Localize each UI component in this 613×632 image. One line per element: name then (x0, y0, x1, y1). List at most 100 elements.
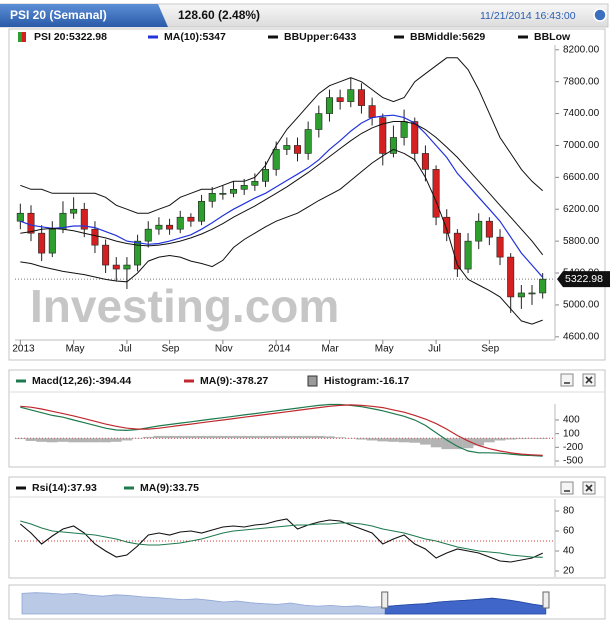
legend-marker (394, 36, 404, 39)
histogram-bar (271, 436, 282, 438)
y-tick-label: 7000.00 (563, 140, 600, 151)
candle-body (529, 293, 535, 294)
legend-marker (22, 32, 26, 42)
legend-marker (518, 36, 528, 39)
y-tick-label: 20 (563, 566, 575, 577)
histogram-bar (58, 438, 69, 442)
candle-body (507, 257, 513, 297)
histogram-bar (47, 438, 58, 442)
candle-body (369, 106, 375, 118)
histogram-bar (356, 438, 367, 439)
candle-body (465, 241, 471, 269)
candle-body (412, 122, 418, 154)
histogram-bar (420, 438, 431, 444)
histogram-bar (164, 436, 175, 438)
histogram-bar (26, 438, 37, 441)
histogram-bar (377, 438, 388, 441)
candle-body (518, 293, 524, 297)
candle-body (70, 209, 76, 213)
histogram-bar (207, 436, 218, 438)
y-tick-label: 100 (563, 428, 580, 439)
x-tick-label: Sep (162, 344, 180, 355)
candle-body (273, 149, 279, 169)
candle-body (38, 233, 44, 253)
histogram-bar (186, 436, 197, 438)
candle-body (198, 201, 204, 221)
histogram-bar (463, 438, 474, 448)
candle-body (102, 245, 108, 265)
legend-marker (308, 376, 317, 386)
candle-body (17, 213, 23, 221)
minimize-button[interactable] (561, 374, 573, 386)
candle-body (230, 189, 236, 193)
y-tick-label: 5800.00 (563, 236, 600, 247)
histogram-bar (484, 438, 495, 442)
candle-body (294, 145, 300, 153)
legend-label: Rsi(14):37.93 (32, 482, 97, 494)
legend-marker (16, 487, 26, 490)
histogram-bar (175, 436, 186, 438)
minimize-button[interactable] (561, 482, 573, 494)
candle-body (358, 90, 364, 106)
histogram-bar (505, 438, 516, 439)
legend-marker (184, 380, 194, 383)
candle-body (241, 185, 247, 189)
histogram-bar (90, 438, 101, 442)
y-tick-label: 60 (563, 526, 575, 537)
rsi-panel (9, 477, 605, 578)
x-tick-label: Jul (428, 344, 441, 355)
y-tick-label: 8200.00 (563, 44, 600, 55)
histogram-bar (367, 438, 378, 440)
legend-label: BBMiddle:5629 (410, 31, 485, 43)
x-tick-label: May (375, 344, 394, 355)
candle-body (486, 221, 492, 237)
candle-body (177, 217, 183, 229)
x-tick-label: Jul (119, 344, 132, 355)
histogram-bar (100, 438, 111, 442)
x-tick-label: 2013 (12, 344, 35, 355)
candle-body (252, 181, 258, 185)
histogram-bar (399, 438, 410, 442)
y-tick-label: 40 (563, 546, 575, 557)
candle-body (188, 217, 194, 221)
histogram-bar (260, 436, 271, 438)
y-tick-label: 6200.00 (563, 204, 600, 215)
candle-body (337, 98, 343, 102)
price-tag-label: 5322.98 (565, 273, 603, 285)
candle-body (145, 229, 151, 241)
legend-marker (124, 487, 134, 490)
histogram-bar (324, 436, 335, 438)
candle-body (124, 265, 130, 269)
histogram-bar (154, 436, 165, 438)
x-tick-label: 2014 (268, 344, 291, 355)
navigator-handle[interactable] (382, 592, 388, 608)
histogram-bar (431, 438, 442, 447)
legend-label: BBLow (534, 31, 571, 43)
candle-body (49, 229, 55, 253)
histogram-bar (303, 436, 314, 438)
legend-label: MA(9):33.75 (140, 482, 199, 494)
settings-icon[interactable] (594, 9, 606, 21)
histogram-bar (250, 436, 261, 438)
candle-body (262, 169, 268, 181)
candle-body (209, 193, 215, 201)
histogram-bar (313, 436, 324, 438)
histogram-bar (15, 438, 26, 439)
candle-body (476, 221, 482, 241)
candle-body (316, 114, 322, 130)
candle-body (113, 265, 119, 269)
histogram-bar (228, 436, 239, 438)
legend-label: PSI 20:5322.98 (34, 31, 107, 43)
candle-body (92, 229, 98, 245)
chart-title: PSI 20 (Semanal) (10, 8, 107, 22)
navigator-handle[interactable] (543, 592, 549, 608)
candle-body (348, 90, 354, 102)
candle-body (433, 169, 439, 217)
legend-marker (16, 380, 26, 383)
histogram-bar (282, 436, 293, 438)
histogram-bar (68, 438, 79, 442)
histogram-bar (239, 436, 250, 438)
legend-label: Histogram:-16.17 (324, 375, 409, 387)
histogram-bar (196, 436, 207, 438)
histogram-bar (143, 437, 154, 438)
